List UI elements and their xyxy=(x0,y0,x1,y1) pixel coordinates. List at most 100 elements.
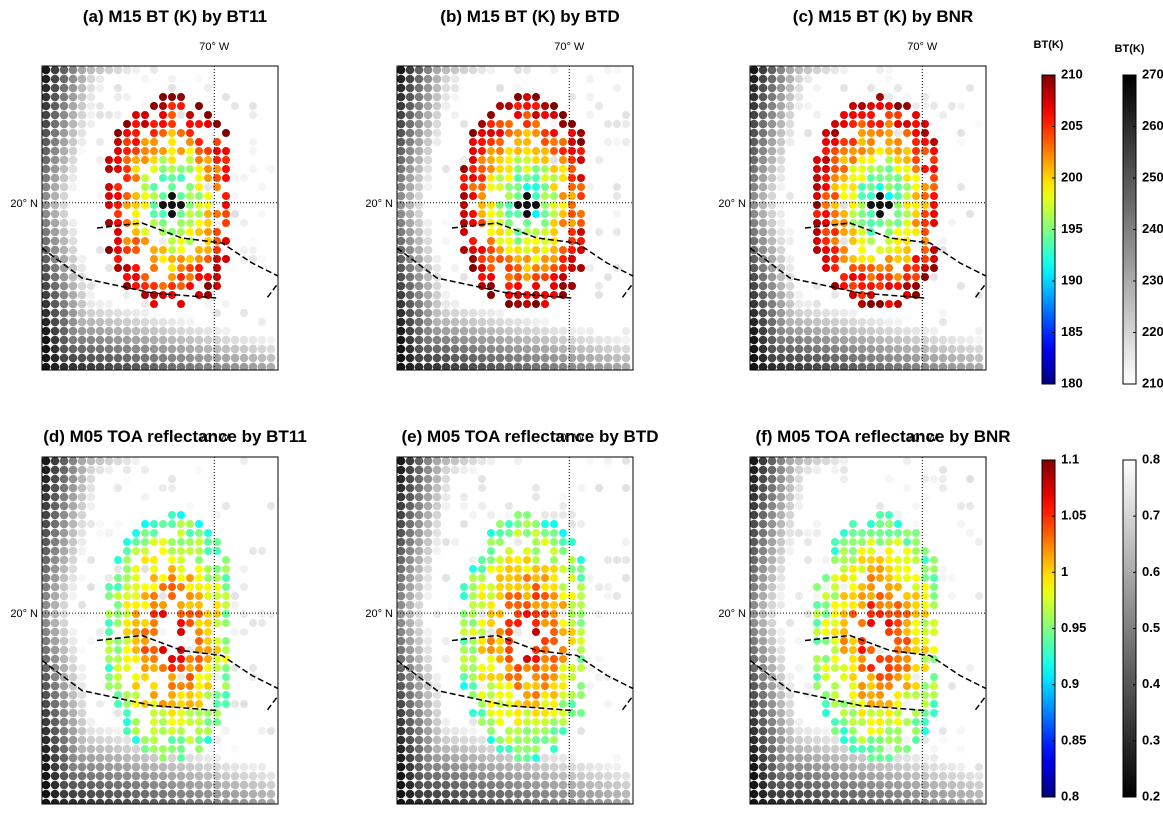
pixel-dot xyxy=(595,763,604,772)
pixel-dot xyxy=(51,529,60,538)
pixel-dot xyxy=(240,354,249,363)
pixel-dot xyxy=(912,228,920,236)
pixel-dot xyxy=(42,538,51,547)
pixel-dot xyxy=(424,93,433,102)
pixel-dot xyxy=(768,493,777,502)
pixel-dot xyxy=(195,529,203,537)
pixel-dot xyxy=(912,327,921,336)
pixel-dot xyxy=(822,129,830,137)
pixel-dot xyxy=(595,583,603,591)
pixel-dot xyxy=(496,210,504,218)
pixel-dot xyxy=(876,264,884,272)
pixel-dot xyxy=(42,601,51,610)
pixel-dot xyxy=(87,736,96,745)
pixel-dot xyxy=(78,484,87,493)
pixel-dot xyxy=(42,610,51,619)
pixel-dot xyxy=(78,736,87,745)
pixel-dot xyxy=(939,727,947,735)
pixel-dot xyxy=(177,354,186,363)
pixel-dot xyxy=(415,655,424,664)
pixel-dot xyxy=(42,763,51,772)
pixel-dot xyxy=(150,790,159,799)
pixel-dot xyxy=(849,273,857,281)
pixel-dot xyxy=(186,156,194,164)
pixel-dot xyxy=(433,345,442,354)
pixel-dot xyxy=(415,219,424,228)
pixel-dot xyxy=(69,66,78,75)
pixel-dot xyxy=(876,781,885,790)
pixel-dot xyxy=(966,664,974,672)
pixel-dot xyxy=(514,237,522,245)
pixel-dot xyxy=(759,192,768,201)
pixel-dot xyxy=(768,556,777,565)
pixel-dot xyxy=(822,174,830,182)
pixel-dot xyxy=(451,736,460,745)
pixel-dot xyxy=(595,228,603,236)
pixel-dot xyxy=(912,183,920,191)
pixel-dot xyxy=(78,264,87,273)
pixel-dot xyxy=(141,592,149,600)
pixel-dot xyxy=(939,237,947,245)
pixel-dot xyxy=(424,772,433,781)
pixel-dot xyxy=(505,745,513,753)
pixel-dot xyxy=(415,628,424,637)
pixel-dot xyxy=(42,673,51,682)
pixel-dot xyxy=(613,138,621,146)
pixel-dot xyxy=(975,336,984,345)
pixel-dot xyxy=(415,790,424,799)
pixel-dot xyxy=(406,120,415,129)
pixel-dot xyxy=(69,309,78,318)
pixel-dot xyxy=(487,673,495,681)
pixel-dot xyxy=(231,192,239,200)
pixel-dot xyxy=(885,511,893,519)
pixel-dot xyxy=(222,790,231,799)
pixel-dot xyxy=(822,457,831,466)
pixel-dot xyxy=(912,192,920,200)
pixel-dot xyxy=(51,781,60,790)
pixel-dot xyxy=(822,601,830,609)
pixel-dot xyxy=(894,210,902,218)
pixel-dot xyxy=(550,700,558,708)
tick-label: 0.8 xyxy=(1142,451,1160,466)
pixel-dot xyxy=(69,219,78,228)
pixel-dot xyxy=(930,102,938,110)
pixel-dot xyxy=(840,210,848,218)
pixel-dot xyxy=(777,138,786,147)
pixel-dot xyxy=(912,111,920,119)
pixel-dot xyxy=(885,763,894,772)
pixel-dot xyxy=(768,538,777,547)
pixel-dot xyxy=(559,682,567,690)
pixel-dot xyxy=(768,529,777,538)
pixel-dot xyxy=(424,291,433,300)
pixel-dot xyxy=(876,345,885,354)
pixel-dot xyxy=(105,628,113,636)
pixel-dot xyxy=(397,183,406,192)
pixel-dot xyxy=(42,354,51,363)
pixel-dot xyxy=(514,745,522,753)
pixel-dot xyxy=(559,255,567,263)
pixel-dot xyxy=(750,93,759,102)
pixel-dot xyxy=(267,781,276,790)
pixel-dot xyxy=(42,255,51,264)
pixel-dot xyxy=(804,736,813,745)
pixel-dot xyxy=(894,174,902,182)
pixel-dot xyxy=(78,511,87,520)
pixel-dot xyxy=(478,502,486,510)
pixel-dot xyxy=(132,790,141,799)
pixel-dot xyxy=(750,619,759,628)
pixel-dot xyxy=(69,147,78,156)
pixel-dot xyxy=(795,327,804,336)
pixel-dot xyxy=(460,192,468,200)
pixel-dot xyxy=(204,574,212,582)
pixel-dot xyxy=(505,736,513,744)
pixel-dot xyxy=(51,300,60,309)
pixel-dot xyxy=(532,556,540,564)
pixel-dot xyxy=(867,345,876,354)
pixel-dot xyxy=(204,192,212,200)
pixel-dot xyxy=(903,619,911,627)
pixel-dot xyxy=(595,345,604,354)
pixel-dot xyxy=(559,628,567,636)
pixel-dot xyxy=(406,655,415,664)
pixel-dot xyxy=(177,718,185,726)
pixel-dot xyxy=(822,592,830,600)
